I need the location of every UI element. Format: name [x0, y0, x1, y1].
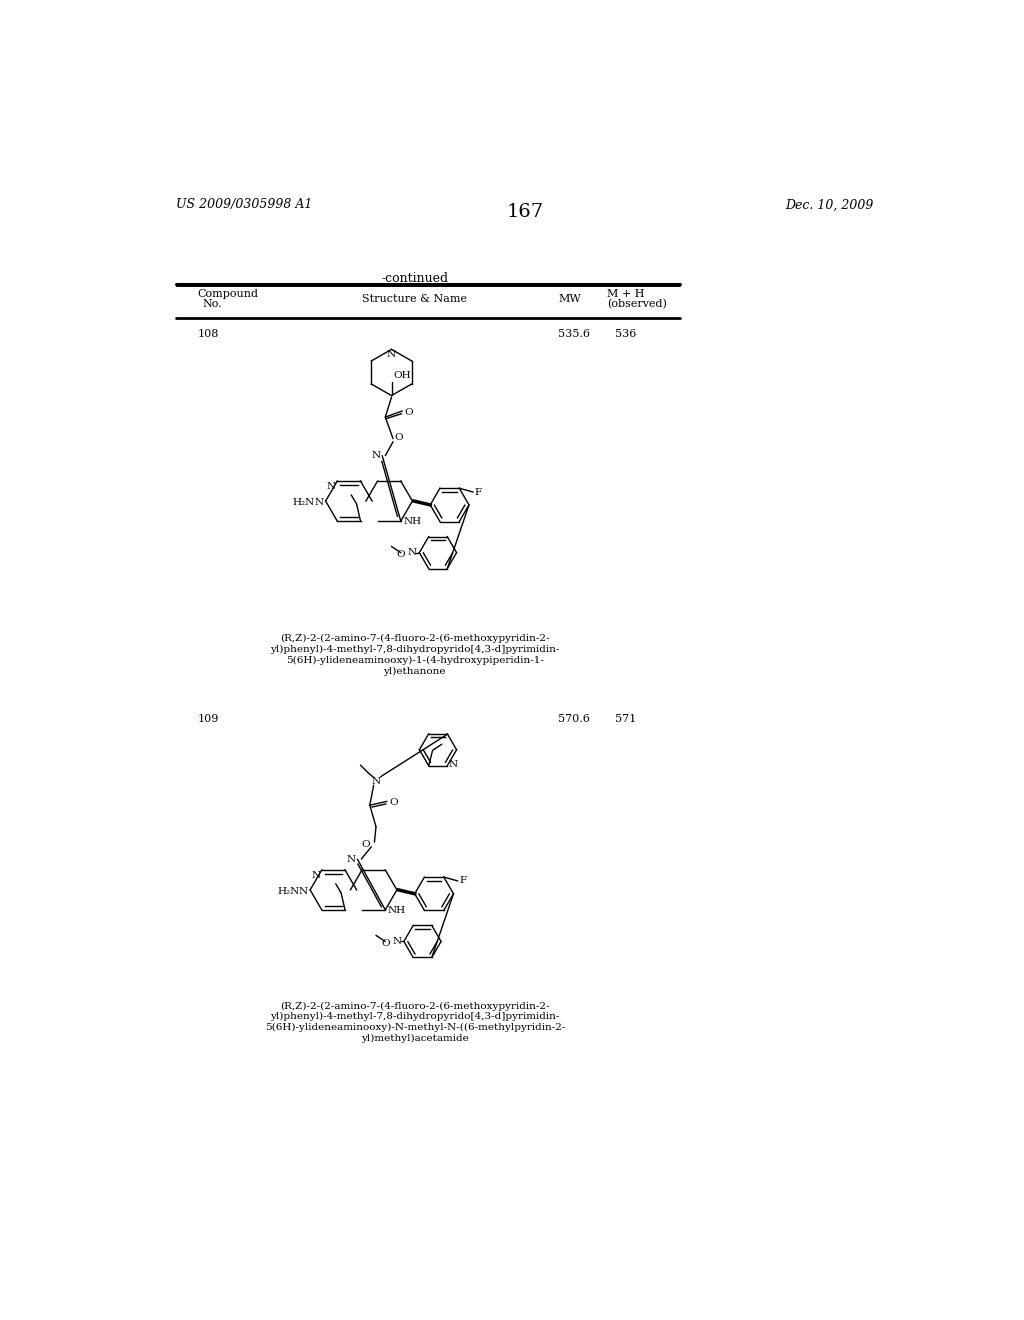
Text: Dec. 10, 2009: Dec. 10, 2009 — [785, 198, 873, 211]
Text: yl)methyl)acetamide: yl)methyl)acetamide — [360, 1034, 469, 1043]
Text: O: O — [389, 799, 397, 808]
Text: H₂N: H₂N — [293, 498, 314, 507]
Text: N: N — [372, 777, 381, 785]
Text: (observed): (observed) — [607, 298, 667, 309]
Text: yl)ethanone: yl)ethanone — [384, 667, 446, 676]
Text: M + H: M + H — [607, 289, 644, 300]
Text: N: N — [311, 871, 321, 879]
Text: Structure & Name: Structure & Name — [362, 294, 467, 304]
Text: No.: No. — [203, 298, 222, 309]
Text: F: F — [460, 876, 466, 886]
Text: N: N — [372, 451, 381, 461]
Text: N: N — [449, 760, 458, 770]
Text: MW: MW — [558, 294, 581, 304]
Text: N: N — [299, 887, 308, 896]
Text: 571: 571 — [614, 714, 636, 725]
Text: F: F — [475, 487, 482, 496]
Text: N: N — [387, 350, 396, 359]
Text: OH: OH — [394, 371, 412, 380]
Text: 109: 109 — [198, 714, 219, 725]
Text: 536: 536 — [614, 330, 636, 339]
Text: N: N — [392, 937, 401, 946]
Text: N: N — [408, 548, 417, 557]
Text: 535.6: 535.6 — [558, 330, 590, 339]
Text: 570.6: 570.6 — [558, 714, 590, 725]
Text: Compound: Compound — [198, 289, 259, 300]
Text: NH: NH — [403, 517, 421, 527]
Text: N: N — [347, 855, 356, 865]
Text: (R,Z)-2-(2-amino-7-(4-fluoro-2-(6-methoxypyridin-2-: (R,Z)-2-(2-amino-7-(4-fluoro-2-(6-methox… — [280, 1002, 550, 1011]
Text: 5(6H)-ylideneaminooxy)-N-methyl-N-((6-methylpyridin-2-: 5(6H)-ylideneaminooxy)-N-methyl-N-((6-me… — [264, 1023, 565, 1032]
Text: N: N — [314, 498, 324, 507]
Text: N: N — [327, 482, 336, 491]
Text: O: O — [396, 549, 406, 558]
Text: 108: 108 — [198, 330, 219, 339]
Text: (R,Z)-2-(2-amino-7-(4-fluoro-2-(6-methoxypyridin-2-: (R,Z)-2-(2-amino-7-(4-fluoro-2-(6-methox… — [280, 635, 550, 643]
Text: O: O — [404, 408, 414, 417]
Text: O: O — [381, 939, 390, 948]
Text: yl)phenyl)-4-methyl-7,8-dihydropyrido[4,3-d]pyrimidin-: yl)phenyl)-4-methyl-7,8-dihydropyrido[4,… — [270, 1012, 559, 1022]
Text: US 2009/0305998 A1: US 2009/0305998 A1 — [176, 198, 312, 211]
Text: -continued: -continued — [381, 272, 449, 285]
Text: O: O — [394, 433, 403, 442]
Text: 167: 167 — [506, 203, 544, 220]
Text: O: O — [361, 840, 370, 849]
Text: H₂N: H₂N — [278, 887, 299, 896]
Text: yl)phenyl)-4-methyl-7,8-dihydropyrido[4,3-d]pyrimidin-: yl)phenyl)-4-methyl-7,8-dihydropyrido[4,… — [270, 645, 559, 655]
Text: 5(6H)-ylideneaminooxy)-1-(4-hydroxypiperidin-1-: 5(6H)-ylideneaminooxy)-1-(4-hydroxypiper… — [286, 656, 544, 665]
Text: NH: NH — [388, 906, 406, 915]
